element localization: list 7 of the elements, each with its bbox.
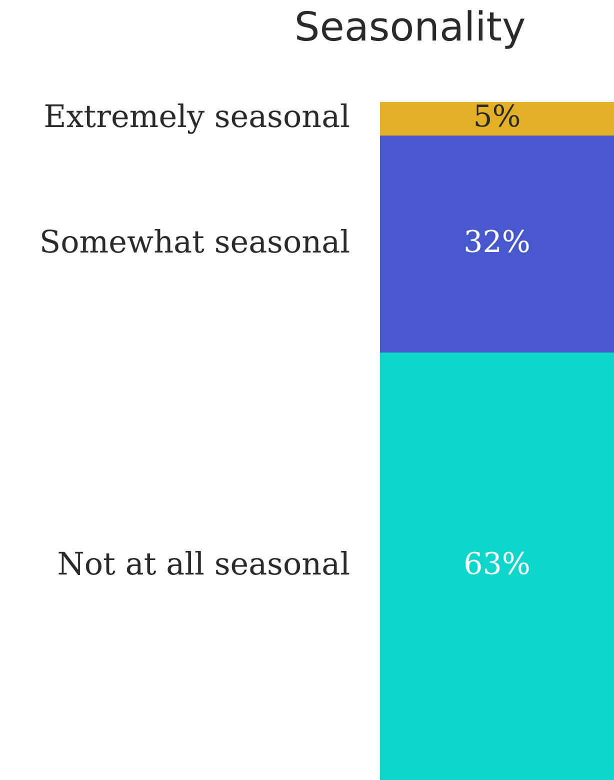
data-label: 5% [473, 100, 521, 135]
series-label: Somewhat seasonal [39, 224, 350, 260]
series-label: Not at all seasonal [57, 546, 350, 582]
series-label: Extremely seasonal [44, 98, 350, 135]
data-label: 32% [464, 225, 530, 260]
chart-title: Seasonality [294, 4, 526, 50]
data-label: 63% [464, 547, 530, 582]
